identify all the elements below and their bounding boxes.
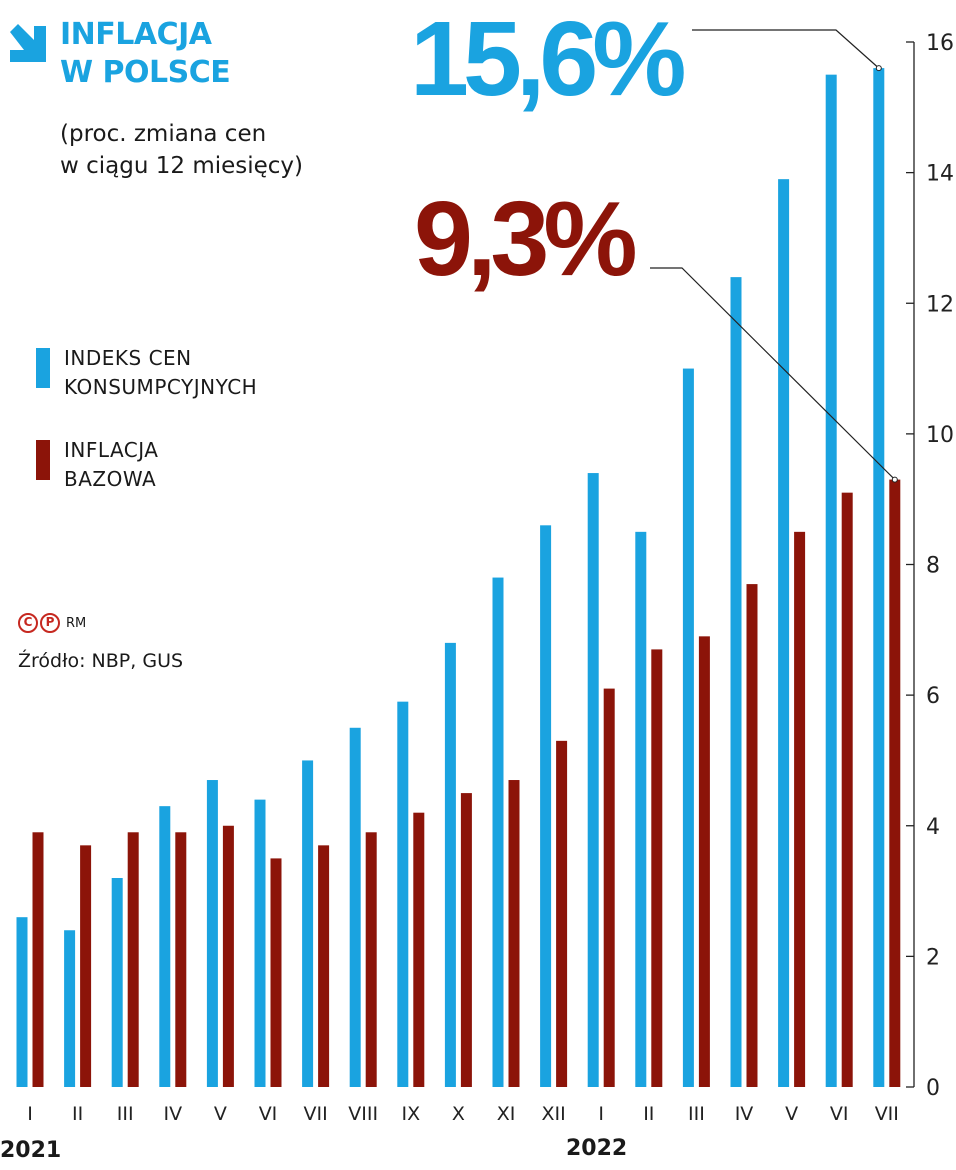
phonogram-icon: P: [40, 613, 60, 633]
bar-cpi: [587, 473, 599, 1087]
bar-core: [841, 492, 853, 1087]
leader-dot-core: [891, 476, 898, 483]
bar-cpi: [873, 68, 885, 1087]
bar-cpi: [254, 799, 266, 1087]
copyright-icon: C: [18, 613, 38, 633]
subtitle-line-1: (proc. zmiana cen: [60, 121, 267, 147]
legend-label-cpi: INDEKS CEN KONSUMPCYJNYCH: [64, 344, 344, 402]
legend-label-core-line-1: INFLACJA: [64, 438, 159, 462]
x-tick-label: II: [72, 1103, 83, 1125]
bar-core: [698, 636, 710, 1087]
x-tick-label: III: [688, 1103, 705, 1125]
x-tick-label: I: [27, 1103, 33, 1125]
bar-cpi: [64, 930, 76, 1087]
legend-label-cpi-line-2: KONSUMPCYJNYCH: [64, 375, 258, 399]
x-tick-label: VI: [830, 1103, 849, 1125]
bar-cpi: [682, 368, 694, 1087]
arrow-down-right-icon: [10, 24, 46, 62]
bar-core: [508, 780, 520, 1087]
bar-cpi: [778, 179, 790, 1087]
chart-title: INFLACJA W POLSCE: [60, 16, 360, 92]
x-tick-label: IX: [401, 1103, 420, 1125]
title-line-2: W POLSCE: [60, 55, 231, 90]
bar-core: [222, 825, 234, 1087]
bar-cpi: [302, 760, 314, 1087]
legend-item-core: INFLACJA BAZOWA: [36, 436, 336, 496]
x-tick-label: VII: [875, 1103, 899, 1125]
bar-core: [413, 812, 425, 1087]
bar-core: [889, 479, 901, 1087]
y-tick-label: 12: [926, 292, 954, 317]
bar-cpi: [492, 577, 504, 1087]
leader-dot-cpi: [875, 65, 882, 72]
x-tick-label: VI: [259, 1103, 278, 1125]
bar-core: [270, 858, 282, 1087]
bar-core: [80, 845, 92, 1087]
y-tick-label: 0: [926, 1076, 940, 1101]
bar-cpi: [730, 277, 742, 1087]
x-tick-label: VIII: [348, 1103, 378, 1125]
bar-cpi: [349, 727, 361, 1087]
x-tick-label: II: [643, 1103, 654, 1125]
chart-subtitle: (proc. zmiana cen w ciągu 12 miesięcy): [60, 118, 380, 182]
bar-cpi: [206, 780, 218, 1087]
x-tick-label: V: [214, 1103, 227, 1125]
bar-cpi: [159, 806, 171, 1087]
legend-label-core: INFLACJA BAZOWA: [64, 436, 344, 494]
y-tick-label: 10: [926, 423, 954, 448]
legend-swatch-cpi: [36, 348, 50, 388]
subtitle-line-2: w ciągu 12 miesięcy): [60, 153, 304, 179]
source-note: Źródło: NBP, GUS: [18, 650, 184, 672]
bar-cpi: [635, 531, 647, 1087]
x-tick-label: VII: [303, 1103, 327, 1125]
legend-item-cpi: INDEKS CEN KONSUMPCYJNYCH: [36, 344, 336, 404]
bar-core: [651, 649, 663, 1087]
x-tick-label: I: [598, 1103, 604, 1125]
bar-cpi: [397, 701, 409, 1087]
bar-cpi: [16, 917, 28, 1087]
legend-swatch-core: [36, 440, 50, 480]
bar-core: [127, 832, 139, 1087]
credit-label: RM: [66, 615, 87, 631]
y-tick-label: 2: [926, 945, 940, 970]
bar-core: [746, 584, 758, 1087]
legend-label-core-line-2: BAZOWA: [64, 467, 157, 491]
x-tick-label: V: [785, 1103, 798, 1125]
leader-line-core: [650, 267, 896, 481]
bar-cpi: [540, 525, 552, 1087]
bar-cpi: [444, 642, 456, 1087]
callout-cpi-value: 15,6%: [410, 0, 687, 118]
bar-core: [794, 531, 806, 1087]
title-line-1: INFLACJA: [60, 17, 212, 52]
y-tick-label: 8: [926, 554, 940, 579]
y-tick-label: 16: [926, 31, 954, 56]
x-tick-label: XI: [497, 1103, 516, 1125]
leader-line-cpi: [692, 29, 880, 69]
legend-label-cpi-line-1: INDEKS CEN: [64, 346, 192, 370]
bar-core: [175, 832, 187, 1087]
x-tick-label: IV: [163, 1103, 182, 1125]
year-label-2022: 2022: [566, 1136, 628, 1161]
bar-core: [318, 845, 330, 1087]
bar-core: [32, 832, 44, 1087]
y-tick-label: 6: [926, 684, 940, 709]
bar-core: [460, 793, 472, 1087]
x-tick-label: XII: [541, 1103, 565, 1125]
x-tick-label: X: [452, 1103, 465, 1125]
y-tick-label: 14: [926, 162, 954, 187]
bar-cpi: [111, 878, 123, 1087]
bar-core: [556, 740, 568, 1087]
x-tick-label: III: [117, 1103, 134, 1125]
bar-cpi: [825, 74, 837, 1087]
bar-core: [603, 688, 615, 1087]
x-tick-label: IV: [735, 1103, 754, 1125]
callout-core-value: 9,3%: [414, 180, 638, 298]
y-tick-label: 4: [926, 815, 940, 840]
bar-core: [365, 832, 377, 1087]
credit: C P RM: [18, 613, 86, 633]
year-label-2021: 2021: [0, 1138, 62, 1163]
